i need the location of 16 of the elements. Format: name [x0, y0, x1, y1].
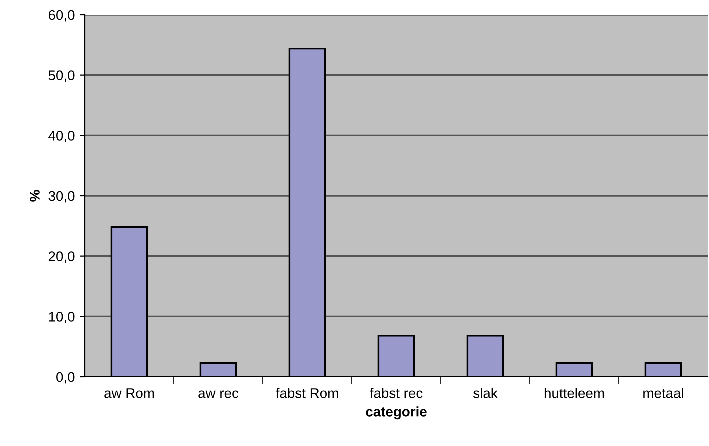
y-tick-label: 30,0	[48, 191, 75, 203]
x-tick-label: metaal	[644, 388, 684, 398]
y-tick-label: 10,0	[49, 312, 75, 324]
x-tick-label: hutteleem	[544, 388, 604, 398]
x-axis-title: categorie	[366, 406, 427, 420]
y-tick-label: 20,0	[48, 252, 75, 264]
y-tick-label: 50,0	[48, 70, 75, 82]
y-tick-label: 60,0	[48, 10, 75, 22]
x-tick-label: aw Rom	[104, 388, 154, 398]
y-tick-label: 0,0	[56, 372, 75, 384]
x-tick-label: fabst Rom	[276, 388, 338, 398]
x-tick-label: fabst rec	[370, 388, 423, 398]
y-axis-title: %	[30, 190, 40, 202]
x-tick-label: slak	[474, 388, 498, 398]
y-tick-label: 40,0	[48, 131, 75, 142]
x-tick-label: aw rec	[198, 390, 239, 398]
